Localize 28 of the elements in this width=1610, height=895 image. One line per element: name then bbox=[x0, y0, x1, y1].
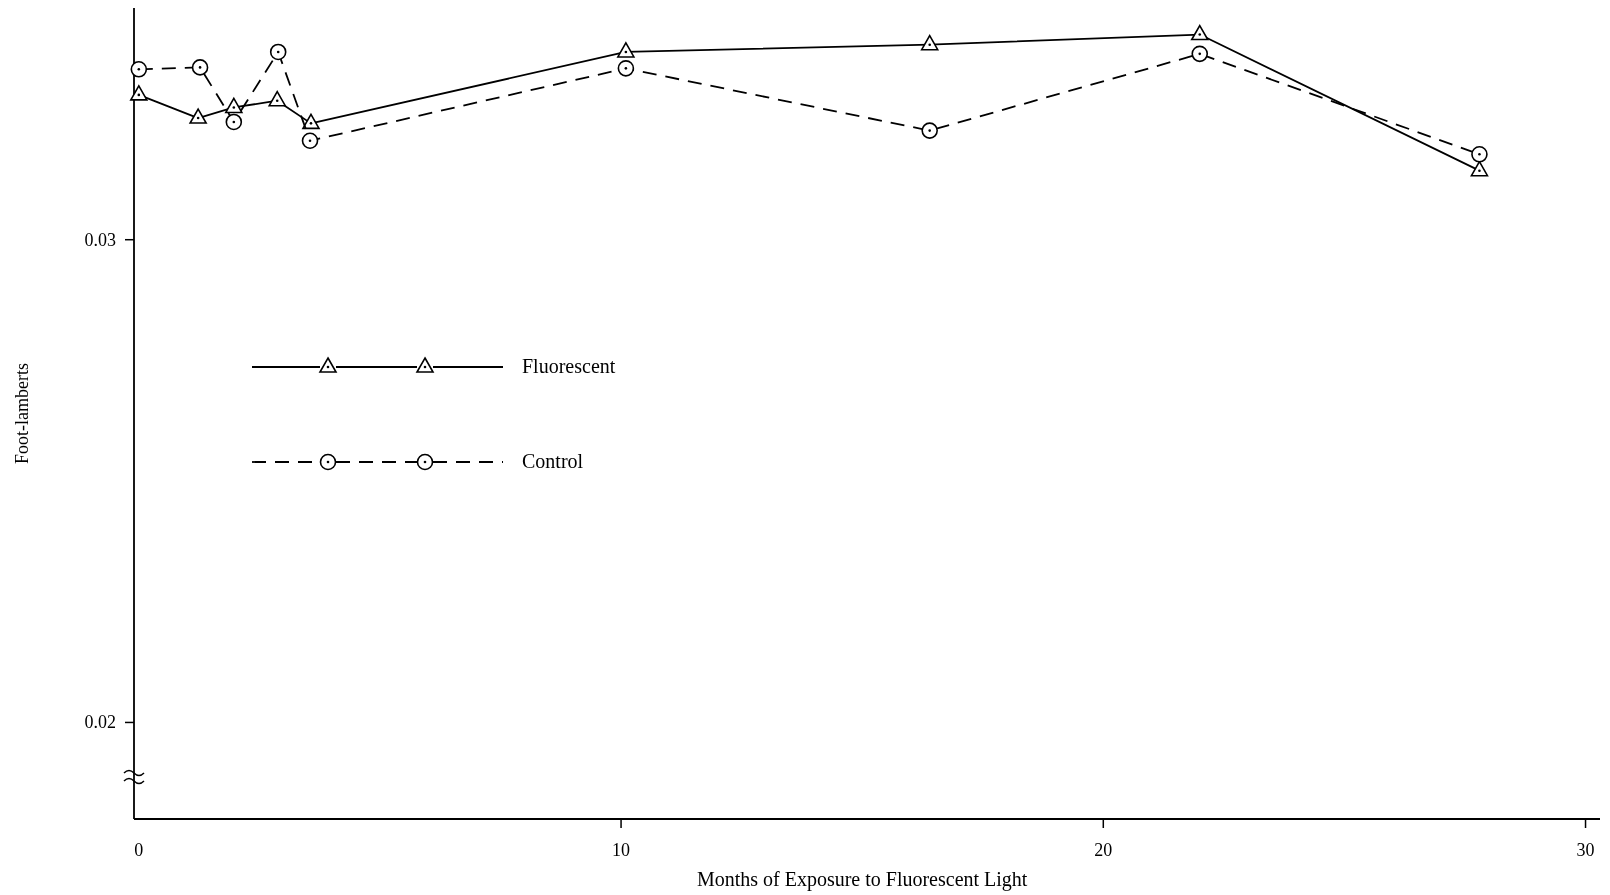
point bbox=[1470, 160, 1489, 177]
point bbox=[189, 108, 207, 124]
point bbox=[921, 122, 938, 139]
x-tick-label: 30 bbox=[1576, 840, 1595, 860]
point bbox=[268, 90, 287, 107]
x-tick-label: 20 bbox=[1094, 840, 1113, 860]
point bbox=[1471, 145, 1488, 163]
legend-label: Fluorescent bbox=[522, 355, 616, 377]
y-axis-title: Foot-lamberts bbox=[12, 363, 32, 464]
point bbox=[301, 132, 319, 150]
y-tick-label: 0.02 bbox=[84, 712, 116, 733]
point bbox=[269, 43, 287, 61]
point bbox=[225, 97, 243, 114]
point bbox=[920, 34, 939, 51]
point bbox=[225, 113, 243, 131]
point bbox=[617, 60, 635, 77]
x-tick-label: 10 bbox=[612, 840, 631, 860]
point bbox=[130, 85, 148, 101]
point bbox=[617, 42, 635, 58]
x-tick-label: 0 bbox=[134, 840, 144, 860]
y-tick-label: 0.03 bbox=[84, 229, 116, 250]
point bbox=[130, 61, 148, 78]
point bbox=[1190, 24, 1209, 41]
x-axis-title: Months of Exposure to Fluorescent Light bbox=[696, 868, 1028, 891]
legend-label: Control bbox=[522, 450, 584, 472]
point bbox=[1191, 45, 1209, 63]
point bbox=[302, 113, 320, 130]
point bbox=[191, 59, 209, 76]
